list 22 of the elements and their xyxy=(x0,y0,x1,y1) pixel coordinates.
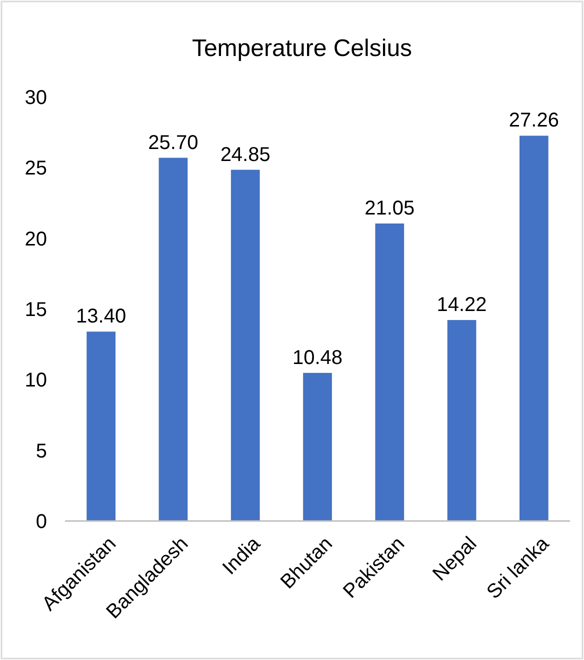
y-tick-label: 25 xyxy=(24,158,47,180)
data-label: 24.85 xyxy=(220,144,270,166)
data-label: 25.70 xyxy=(148,132,198,154)
y-tick-label: 15 xyxy=(24,299,47,321)
chart-title: Temperature Celsius xyxy=(192,35,412,62)
data-label: 13.40 xyxy=(76,306,126,328)
y-tick-label: 10 xyxy=(24,370,47,392)
data-label: 10.48 xyxy=(292,346,343,369)
bar xyxy=(375,223,404,521)
y-tick-label: 20 xyxy=(24,228,47,250)
bar xyxy=(86,332,116,521)
y-tick-label: 5 xyxy=(36,440,47,462)
bar xyxy=(158,158,188,521)
bar xyxy=(230,170,260,521)
data-label: 14.22 xyxy=(436,294,487,316)
y-tick-label: 30 xyxy=(24,87,47,109)
bar xyxy=(303,372,332,521)
bar xyxy=(520,136,548,521)
y-tick-label: 0 xyxy=(36,511,47,533)
data-label: 27.26 xyxy=(508,110,559,132)
data-label: 21.05 xyxy=(364,197,415,220)
bar xyxy=(447,320,476,521)
